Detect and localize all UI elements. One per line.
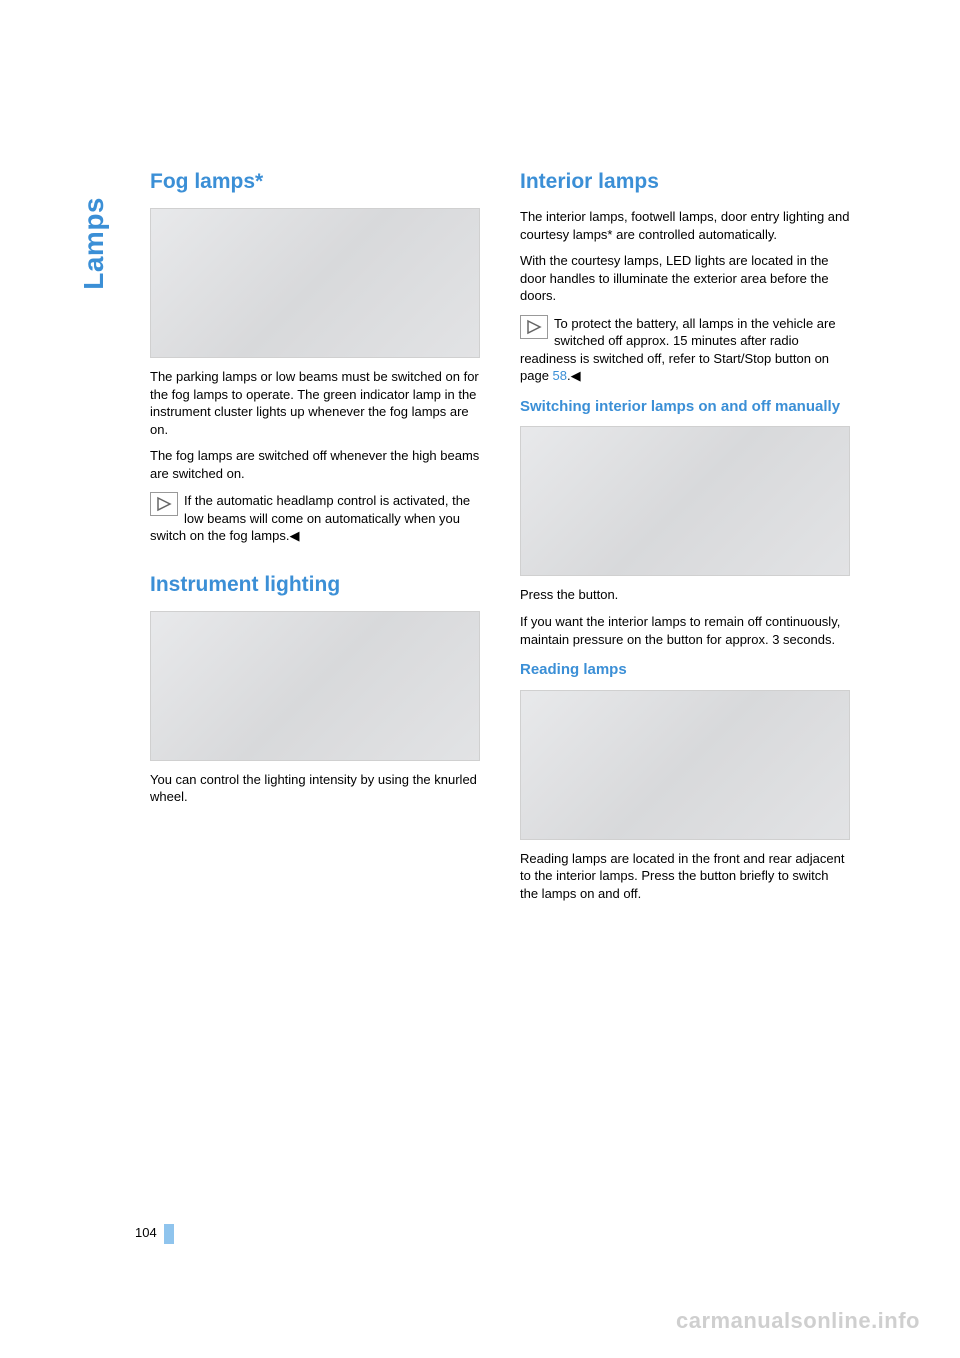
fog-lamps-paragraph-1: The parking lamps or low beams must be s… bbox=[150, 368, 480, 438]
note-icon bbox=[520, 315, 548, 339]
interior-lamps-note: To protect the battery, all lamps in the… bbox=[520, 315, 850, 385]
fog-lamps-heading: Fog lamps* bbox=[150, 170, 480, 194]
interior-lamps-note-text: To protect the battery, all lamps in the… bbox=[520, 315, 850, 385]
fog-lamps-figure bbox=[150, 208, 480, 358]
watermark: carmanualsonline.info bbox=[676, 1308, 920, 1334]
instrument-lighting-heading: Instrument lighting bbox=[150, 573, 480, 597]
page-container: Lamps Fog lamps* The parking lamps or lo… bbox=[0, 0, 960, 1358]
right-column: Interior lamps The interior lamps, footw… bbox=[520, 170, 850, 911]
instrument-lighting-paragraph: You can control the lighting intensity b… bbox=[150, 771, 480, 806]
reading-lamps-paragraph: Reading lamps are located in the front a… bbox=[520, 850, 850, 903]
note-text-part-b: .◀ bbox=[567, 368, 581, 383]
content-columns: Fog lamps* The parking lamps or low beam… bbox=[150, 170, 850, 911]
reading-lamps-figure bbox=[520, 690, 850, 840]
interior-lamps-heading: Interior lamps bbox=[520, 170, 850, 194]
page-link-58[interactable]: 58 bbox=[553, 368, 567, 383]
page-marker bbox=[164, 1224, 174, 1244]
fog-lamps-paragraph-2: The fog lamps are switched off whenever … bbox=[150, 447, 480, 482]
fog-lamps-note-text: If the automatic headlamp control is act… bbox=[150, 492, 480, 545]
left-column: Fog lamps* The parking lamps or low beam… bbox=[150, 170, 480, 911]
side-section-label: Lamps bbox=[78, 197, 110, 290]
reading-lamps-heading: Reading lamps bbox=[520, 660, 850, 680]
page-number: 104 bbox=[135, 1225, 157, 1240]
interior-lamps-paragraph-1: The interior lamps, footwell lamps, door… bbox=[520, 208, 850, 243]
switching-lamps-heading: Switching interior lamps on and off manu… bbox=[520, 397, 850, 417]
note-icon bbox=[150, 492, 178, 516]
fog-lamps-note: If the automatic headlamp control is act… bbox=[150, 492, 480, 545]
switching-lamps-paragraph-1: Press the button. bbox=[520, 586, 850, 604]
switching-lamps-paragraph-2: If you want the interior lamps to remain… bbox=[520, 613, 850, 648]
interior-lamps-paragraph-2: With the courtesy lamps, LED lights are … bbox=[520, 252, 850, 305]
instrument-lighting-figure bbox=[150, 611, 480, 761]
switching-lamps-figure bbox=[520, 426, 850, 576]
